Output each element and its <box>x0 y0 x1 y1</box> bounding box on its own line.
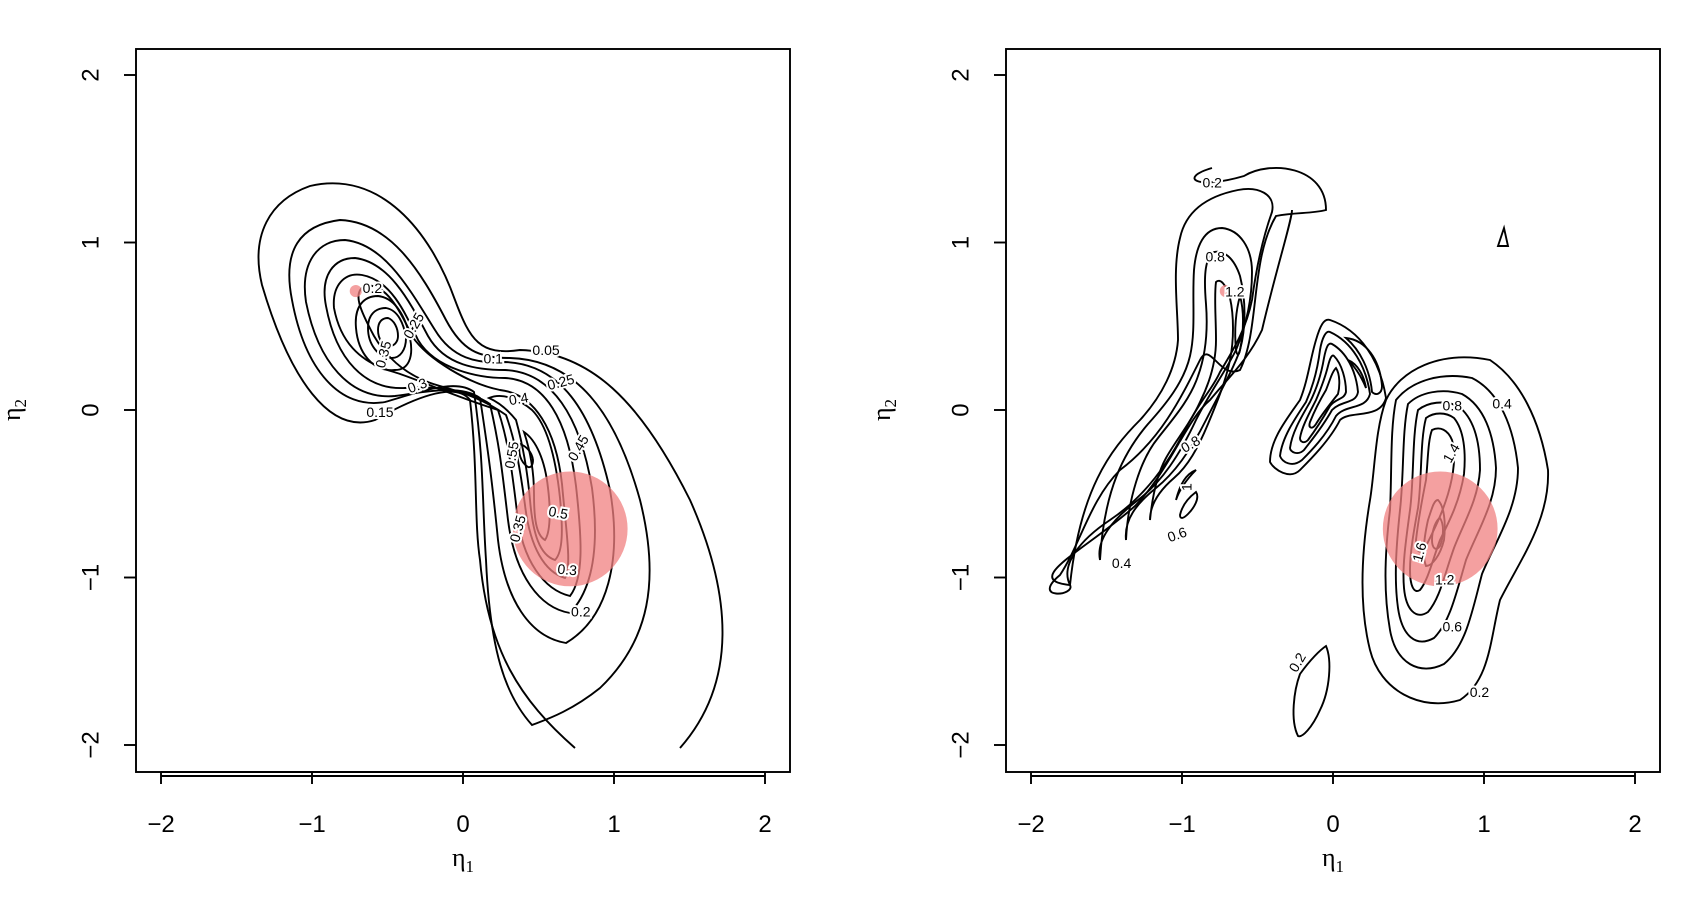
contour-label: 0.2 <box>1285 650 1309 675</box>
contour-line <box>1308 366 1341 429</box>
contour-lines <box>1049 166 1549 738</box>
small-highlight-point <box>1219 285 1232 298</box>
contour-label: 1.2 <box>1435 572 1455 588</box>
y-tick-label: 0 <box>77 403 104 416</box>
contour-label: 0.45 <box>564 432 592 464</box>
small-highlight-point <box>349 285 362 298</box>
contour-labels: 0.20.81.20.810.60.40.8 0.41.41.61.20.60.2… <box>1110 173 1514 702</box>
x-tick-label: 2 <box>1628 811 1641 838</box>
contour-line <box>332 273 582 598</box>
contour-label: 0.2 <box>1202 175 1222 191</box>
contour-line <box>1347 359 1367 389</box>
contour-line <box>1066 188 1274 589</box>
x-tick-label: 0 <box>456 811 469 838</box>
x-tick-label: 2 <box>758 811 771 838</box>
contour-line <box>1149 279 1234 521</box>
y-axis-title: η2 <box>867 399 900 421</box>
contour-label: 0.8 <box>1443 397 1463 413</box>
x-ticks: −2 −1 0 1 2 <box>147 772 772 838</box>
y-ticks: −2 −1 0 1 2 <box>77 68 136 759</box>
contour-label: 0.25 <box>546 371 577 394</box>
y-tick-label: −1 <box>77 564 104 591</box>
contour-label: 0.8 <box>1205 248 1225 264</box>
contour-line <box>1175 469 1197 501</box>
contour-line <box>288 219 651 727</box>
x-tick-label: −1 <box>1168 811 1195 838</box>
highlight-circles <box>1219 285 1498 587</box>
contour-label: 1.2 <box>1225 283 1245 299</box>
contour-line <box>1343 336 1383 395</box>
contour-lines <box>257 182 724 749</box>
x-tick-label: −1 <box>298 811 325 838</box>
highlight-circles <box>349 285 628 587</box>
contour-label: 1.4 <box>1439 440 1463 465</box>
y-tick-label: −2 <box>947 731 974 758</box>
right-panel: 0.20.81.20.810.60.40.8 0.41.41.61.20.60.2… <box>867 48 1661 876</box>
contour-label: 0.4 <box>508 389 530 408</box>
contour-line <box>1234 292 1244 356</box>
contour-line <box>1496 224 1510 247</box>
contour-line <box>518 442 534 469</box>
contour-line <box>303 239 616 644</box>
contour-line <box>1292 644 1331 738</box>
x-tick-label: 0 <box>1326 811 1339 838</box>
contour-line <box>1361 356 1549 705</box>
contour-label: 0.05 <box>532 342 559 358</box>
contour-label: 0.15 <box>366 404 393 420</box>
y-tick-label: −1 <box>947 564 974 591</box>
y-ticks: −2 −1 0 1 2 <box>947 68 1006 759</box>
contour-label: 0.5 <box>547 503 569 522</box>
y-tick-label: 1 <box>947 236 974 249</box>
contour-line <box>1124 250 1246 541</box>
contour-line <box>1299 354 1347 444</box>
contour-label: 0.4 <box>1112 555 1132 571</box>
contour-label: 0.2 <box>571 603 591 619</box>
contour-line <box>367 307 407 359</box>
contour-label: 0.35 <box>372 339 395 370</box>
contour-line <box>1279 330 1371 465</box>
x-axis-title: η1 <box>452 843 474 876</box>
contour-line <box>1179 490 1199 519</box>
y-tick-label: 1 <box>77 236 104 249</box>
y-tick-label: 0 <box>947 403 974 416</box>
contour-line <box>1289 342 1359 455</box>
contour-line <box>257 182 724 749</box>
left-panel: 0.20.250.350.30.150.10.050.250.40.450.55… <box>0 48 791 876</box>
y-tick-label: −2 <box>77 731 104 758</box>
large-highlight-region <box>1382 471 1498 587</box>
x-tick-label: −2 <box>1017 811 1044 838</box>
plot-frame <box>135 48 791 773</box>
contour-labels: 0.20.250.350.30.150.10.050.250.40.450.55… <box>361 278 594 621</box>
contour-label: 0.2 <box>1470 684 1490 700</box>
y-tick-label: 2 <box>947 68 974 81</box>
contour-label: 0.2 <box>363 280 383 296</box>
contour-label: 0.3 <box>557 561 578 579</box>
x-axis-title: η1 <box>1322 843 1344 876</box>
contour-label: 0.6 <box>1443 618 1463 634</box>
contour-label: 0.4 <box>1492 396 1512 412</box>
contour-line <box>1049 166 1327 595</box>
x-tick-label: 1 <box>607 811 620 838</box>
plot-frame <box>1005 48 1661 773</box>
large-highlight-region <box>512 471 628 587</box>
contour-label: 1 <box>1179 483 1195 491</box>
contour-label: 0.6 <box>1165 523 1189 545</box>
y-tick-label: 2 <box>77 68 104 81</box>
contour-line <box>323 257 596 615</box>
contour-line <box>1098 227 1253 561</box>
x-ticks: −2 −1 0 1 2 <box>1017 772 1642 838</box>
contour-line <box>377 317 399 347</box>
x-tick-label: 1 <box>1477 811 1490 838</box>
contour-label: 0.1 <box>483 350 503 366</box>
y-axis-title: η2 <box>0 399 30 421</box>
x-tick-label: −2 <box>147 811 174 838</box>
contour-line <box>354 295 413 371</box>
